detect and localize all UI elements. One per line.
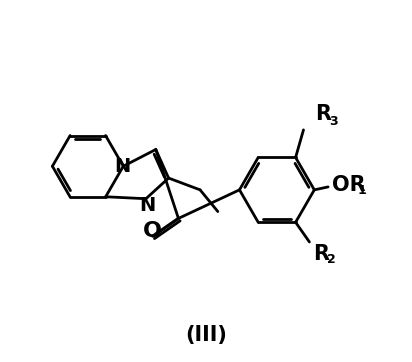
Text: 3: 3: [329, 114, 338, 127]
Text: OR: OR: [332, 175, 366, 195]
Text: (III): (III): [185, 325, 227, 345]
Text: R: R: [314, 244, 329, 264]
Text: 2: 2: [327, 253, 336, 266]
Text: N: N: [139, 196, 155, 215]
Text: O: O: [143, 221, 162, 241]
Text: 1: 1: [358, 184, 366, 197]
Text: N: N: [114, 157, 131, 176]
Text: R: R: [315, 104, 331, 124]
